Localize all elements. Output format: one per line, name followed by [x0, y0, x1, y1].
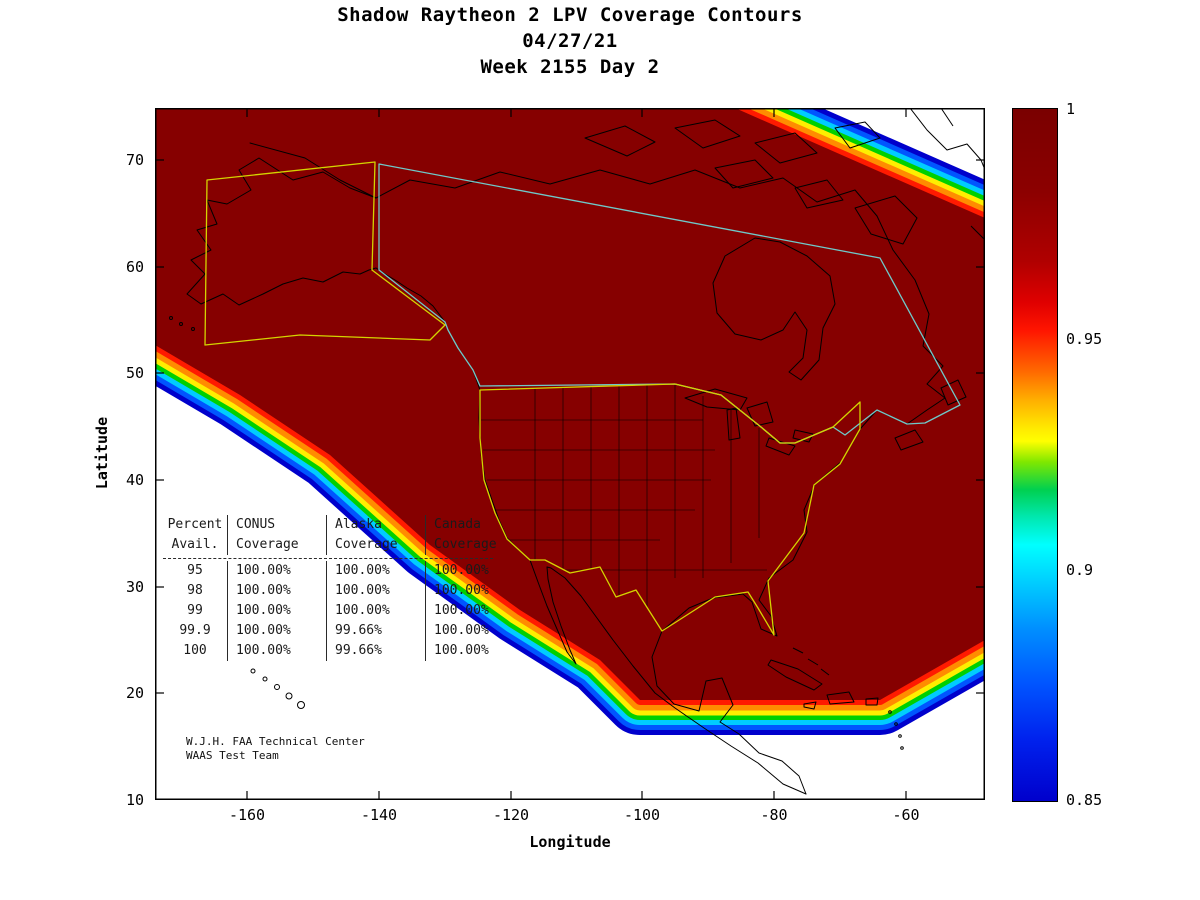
- state-borders: [481, 384, 767, 630]
- y-tick-label: 50: [125, 364, 144, 382]
- table-header-row-1: Percent CONUS Alaska Canada: [163, 515, 520, 535]
- table-cell: 100: [183, 643, 207, 658]
- plot-border: [155, 108, 985, 800]
- arctic-islands: [584, 119, 918, 245]
- colorbar-tick-label: 0.9: [1066, 561, 1094, 579]
- table-row: 95 100.00% 100.00% 100.00%: [163, 561, 520, 581]
- x-tick-label: -120: [492, 806, 530, 824]
- table-cell: 100.00%: [227, 621, 326, 641]
- attribution: W.J.H. FAA Technical Center WAAS Test Te…: [186, 735, 365, 763]
- table-cell: 100.00%: [227, 601, 326, 621]
- table-row: 99 100.00% 100.00% 100.00%: [163, 601, 520, 621]
- table-cell: 99.66%: [326, 621, 425, 641]
- x-tick-label: -60: [892, 806, 920, 824]
- table-cell: 100.00%: [227, 581, 326, 601]
- table-header-cell: Avail.: [171, 537, 219, 552]
- y-tick-label: 20: [125, 684, 144, 702]
- chart-title: Shadow Raytheon 2 LPV Coverage Contours: [337, 4, 803, 26]
- conus-service-boundary: [479, 383, 861, 636]
- attribution-line2: WAAS Test Team: [186, 749, 279, 762]
- colorbar-tick-label: 0.95: [1066, 330, 1103, 348]
- hudson-bay: [712, 237, 836, 381]
- x-tick-label: -80: [760, 806, 788, 824]
- table-header-cell: Canada: [425, 515, 520, 535]
- table-cell: 100.00%: [326, 601, 425, 621]
- table-cell: 98: [187, 583, 203, 598]
- table-cell: 100.00%: [227, 641, 326, 661]
- hawaii-islands: [169, 316, 305, 709]
- coastlines: [186, 142, 946, 795]
- y-axis-label: Latitude: [93, 416, 111, 490]
- table-cell: 100.00%: [425, 581, 520, 601]
- y-tick-label: 60: [125, 258, 144, 276]
- table-row: 100 100.00% 99.66% 100.00%: [163, 641, 520, 661]
- table-cell: 100.00%: [425, 601, 520, 621]
- table-cell: 100.00%: [326, 581, 425, 601]
- chart-week-day: Week 2155 Day 2: [480, 56, 660, 78]
- x-tick-label: -100: [623, 806, 661, 824]
- table-cell: 100.00%: [425, 621, 520, 641]
- greenland-atlantic: [894, 108, 985, 451]
- table-header-cell: Coverage: [326, 535, 425, 555]
- baja-california: [529, 559, 577, 665]
- colorbar-tick-label: 0.85: [1066, 791, 1103, 809]
- table-cell: 99.66%: [326, 641, 425, 661]
- coverage-table: Percent CONUS Alaska Canada Avail. Cover…: [163, 515, 520, 661]
- table-cell: 100.00%: [326, 561, 425, 581]
- table-cell: 100.00%: [425, 561, 520, 581]
- y-tick-label: 10: [125, 791, 144, 809]
- attribution-line1: W.J.H. FAA Technical Center: [186, 735, 365, 748]
- table-header-cell: CONUS: [227, 515, 326, 535]
- atlantic-gulf-coast: [651, 215, 946, 795]
- table-cell: 100.00%: [425, 641, 520, 661]
- table-cell: 99: [187, 603, 203, 618]
- alaska-coast: [186, 157, 377, 306]
- x-axis-label: Longitude: [529, 833, 611, 851]
- table-separator: [163, 558, 493, 559]
- colorbar: [1012, 108, 1058, 802]
- chart-date: 04/27/21: [522, 30, 618, 52]
- y-tick-label: 40: [125, 471, 144, 489]
- coverage-table-rows: 95 100.00% 100.00% 100.00% 98 100.00% 100.00% 1…: [163, 561, 520, 661]
- table-header-cell: Coverage: [227, 535, 326, 555]
- table-row: 98 100.00% 100.00% 100.00%: [163, 581, 520, 601]
- x-tick-label: -140: [360, 806, 398, 824]
- table-cell: 100.00%: [227, 561, 326, 581]
- pacific-mexico-coast: [546, 566, 807, 795]
- table-row: 99.9 100.00% 99.66% 100.00%: [163, 621, 520, 641]
- caribbean-islands: [767, 647, 904, 750]
- arctic-coast: [249, 142, 878, 217]
- alaska-service-boundary: [204, 161, 446, 346]
- table-header-cell: Alaska: [326, 515, 425, 535]
- table-cell: 99.9: [179, 623, 211, 638]
- y-tick-label: 70: [125, 151, 144, 169]
- table-header-cell: Percent: [167, 517, 223, 532]
- colorbar-tick-label: 1: [1066, 100, 1076, 118]
- table-cell: 95: [187, 563, 203, 578]
- x-tick-label: -160: [228, 806, 266, 824]
- y-tick-label: 30: [125, 578, 144, 596]
- coverage-map: [155, 108, 985, 800]
- table-header-cell: Coverage: [425, 535, 520, 555]
- coverage-region-full: [155, 108, 985, 700]
- table-header-row-2: Avail. Coverage Coverage Coverage: [163, 535, 520, 555]
- chart-title-block: Shadow Raytheon 2 LPV Coverage Contours …: [85, 2, 1055, 80]
